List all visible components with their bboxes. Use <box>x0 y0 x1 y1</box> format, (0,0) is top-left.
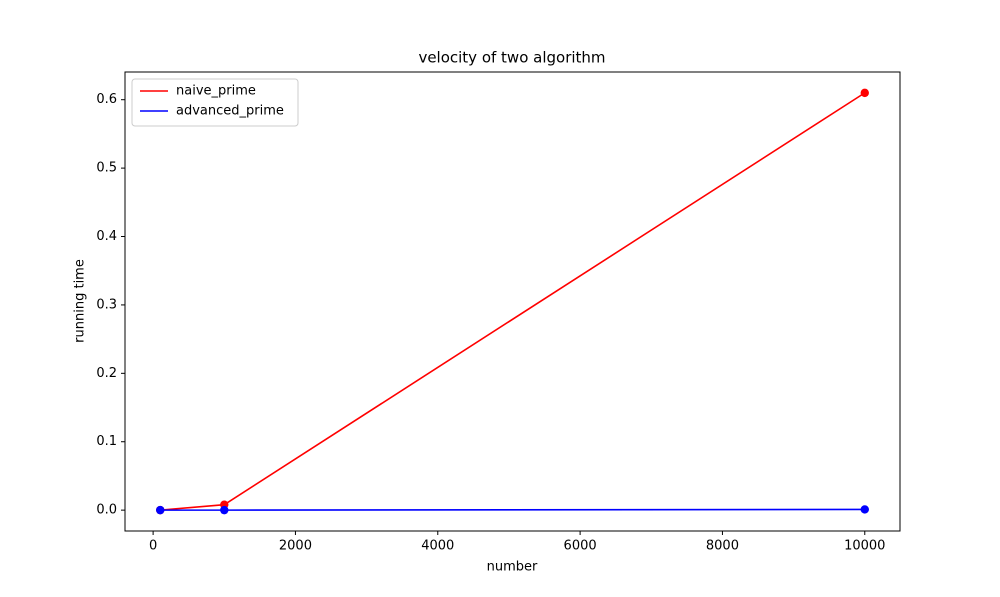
plot-frame <box>124 71 901 532</box>
legend-label: advanced_prime <box>176 104 284 119</box>
x-tick-label: 0 <box>149 539 157 554</box>
line <box>160 508 865 511</box>
y-tick-label: 0.0 <box>96 503 117 518</box>
marker <box>860 88 869 98</box>
y-tick-label: 0.1 <box>96 434 117 449</box>
legend-label: naive_prime <box>176 84 256 99</box>
x-tick-label: 4000 <box>421 539 454 554</box>
marker <box>860 505 869 514</box>
x-axis-label: number <box>487 560 538 575</box>
x-tick-label: 2000 <box>279 539 312 554</box>
x-tick-label: 8000 <box>706 539 739 554</box>
y-tick-label: 0.6 <box>96 92 117 107</box>
marker <box>220 505 229 515</box>
y-tick-label: 0.4 <box>96 229 117 244</box>
y-tick-label: 0.5 <box>96 161 117 176</box>
marker <box>156 505 165 515</box>
y-tick-label: 0.3 <box>96 297 117 312</box>
chart-title: velocity of two algorithm <box>418 49 605 67</box>
x-tick-label: 10000 <box>844 539 885 554</box>
x-tick-label: 6000 <box>564 539 597 554</box>
legend-box <box>131 78 299 127</box>
y-tick-label: 0.2 <box>96 366 117 381</box>
y-axis-label: running time <box>73 259 88 343</box>
